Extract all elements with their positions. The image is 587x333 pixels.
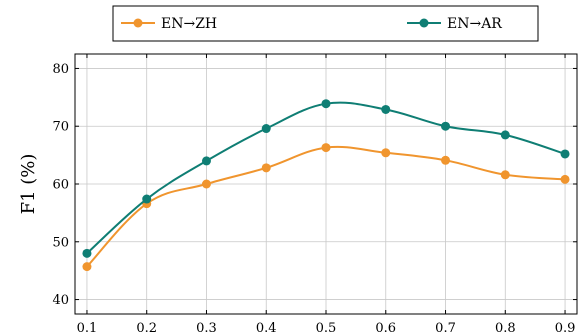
data-point-en-zh bbox=[321, 143, 331, 153]
data-point-en-zh bbox=[560, 174, 570, 184]
y-axis-title: F1 (%) bbox=[18, 154, 39, 215]
y-tick-label: 50 bbox=[52, 235, 69, 250]
data-point-en-zh bbox=[82, 262, 92, 272]
data-point-en-zh bbox=[381, 148, 391, 158]
legend-marker-en-ar bbox=[419, 18, 429, 28]
data-point-en-ar bbox=[261, 124, 271, 134]
data-point-en-ar bbox=[500, 130, 510, 140]
x-tick-label: 0.9 bbox=[555, 321, 576, 333]
data-point-en-ar bbox=[441, 121, 451, 131]
data-point-en-zh bbox=[201, 179, 211, 189]
x-tick-label: 0.5 bbox=[316, 321, 337, 333]
series bbox=[82, 99, 570, 272]
x-tick-label: 0.4 bbox=[256, 321, 277, 333]
data-point-en-ar bbox=[201, 156, 211, 166]
data-point-en-ar bbox=[321, 99, 331, 109]
series-en-ar bbox=[82, 99, 570, 258]
x-tick-label: 0.3 bbox=[196, 321, 217, 333]
series-line-en-zh bbox=[86, 145, 566, 268]
data-point-en-ar bbox=[82, 248, 92, 258]
data-point-en-ar bbox=[381, 104, 391, 114]
data-point-en-zh bbox=[500, 170, 510, 180]
data-point-en-ar bbox=[142, 194, 152, 204]
x-tick-label: 0.1 bbox=[77, 321, 98, 333]
legend-item-en-ar: EN→AR bbox=[407, 16, 502, 32]
series-en-zh bbox=[82, 143, 570, 272]
x-tick-label: 0.7 bbox=[435, 321, 456, 333]
plot-frame bbox=[74, 53, 578, 315]
data-point-en-ar bbox=[560, 149, 570, 159]
x-tick-label: 0.6 bbox=[375, 321, 396, 333]
x-tick-label: 0.2 bbox=[136, 321, 157, 333]
legend-label-en-zh: EN→ZH bbox=[161, 16, 217, 32]
legend-item-en-zh: EN→ZH bbox=[121, 16, 217, 32]
axes: 0.1 0.2 0.3 0.4 0.5 0.6 0.7 0.8 0.9 40 50 60 70 80 bbox=[52, 54, 577, 333]
legend-label-en-ar: EN→AR bbox=[447, 16, 502, 32]
y-tick-label: 40 bbox=[52, 293, 69, 308]
y-tick-label: 70 bbox=[52, 120, 69, 135]
legend-marker-en-zh bbox=[133, 18, 143, 28]
y-tick-label: 60 bbox=[52, 178, 69, 193]
grid bbox=[75, 54, 577, 314]
data-point-en-zh bbox=[441, 155, 451, 165]
series-line-en-ar bbox=[86, 101, 566, 255]
legend: EN→ZH EN→AR bbox=[112, 5, 539, 42]
legend-box bbox=[112, 5, 539, 42]
y-tick-label: 80 bbox=[52, 62, 69, 77]
x-tick-label: 0.8 bbox=[495, 321, 516, 333]
data-point-en-zh bbox=[261, 163, 271, 173]
